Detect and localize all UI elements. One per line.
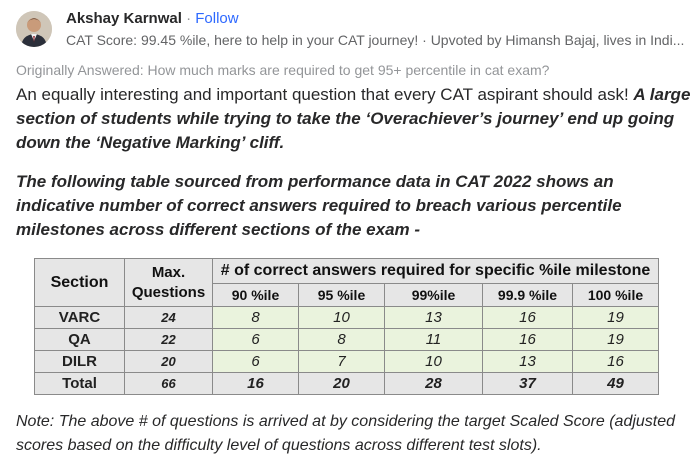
value-cell: 6 <box>212 350 299 373</box>
max-questions-cell: 66 <box>124 372 213 395</box>
milestone-header: 100 %ile <box>572 283 659 307</box>
user-avatar-icon <box>16 11 52 47</box>
author-line: Akshay Karnwal · Follow <box>66 10 239 27</box>
max-questions-cell: 24 <box>124 306 213 329</box>
section-cell: QA <box>34 328 125 351</box>
milestone-header: 90 %ile <box>212 283 299 307</box>
table-note: Note: The above # of questions is arrive… <box>16 413 676 454</box>
table-row: VARC 24 8 10 13 16 19 <box>34 306 659 329</box>
paragraph-1-text: An equally interesting and important que… <box>16 85 634 104</box>
answer-paragraph-2: The following table sourced from perform… <box>16 172 622 239</box>
author-name[interactable]: Akshay Karnwal <box>66 10 182 27</box>
milestone-header: 95 %ile <box>298 283 385 307</box>
max-header-line2: Questions <box>131 283 206 301</box>
percentile-table: Section Max. Questions # of correct answe… <box>34 258 659 395</box>
value-cell: 16 <box>572 350 659 373</box>
separator-dot: · <box>186 10 192 27</box>
author-credential: CAT Score: 99.45 %ile, here to help in y… <box>66 32 685 48</box>
section-cell: Total <box>34 372 125 395</box>
value-cell: 19 <box>572 306 659 329</box>
follow-button[interactable]: Follow <box>195 10 239 27</box>
answer-paragraph-1: An equally interesting and important que… <box>16 83 694 155</box>
max-questions-header: Max. Questions <box>124 258 213 307</box>
milestone-header: 99%ile <box>384 283 483 307</box>
value-cell: 16 <box>482 328 573 351</box>
table-row: QA 22 6 8 11 16 19 <box>34 328 659 351</box>
max-header-line1: Max. <box>151 263 186 281</box>
avatar[interactable] <box>16 11 52 47</box>
max-questions-cell: 22 <box>124 328 213 351</box>
value-cell: 16 <box>212 372 299 395</box>
section-cell: DILR <box>34 350 125 373</box>
milestone-group-header: # of correct answers required for specif… <box>212 258 659 284</box>
value-cell: 10 <box>384 350 483 373</box>
originally-answered-question[interactable]: Originally Answered: How much marks are … <box>16 62 550 78</box>
value-cell: 28 <box>384 372 483 395</box>
value-cell: 37 <box>482 372 573 395</box>
table-row-total: Total 66 16 20 28 37 49 <box>34 372 659 395</box>
max-questions-cell: 20 <box>124 350 213 373</box>
value-cell: 10 <box>298 306 385 329</box>
value-cell: 11 <box>384 328 483 351</box>
value-cell: 13 <box>482 350 573 373</box>
value-cell: 8 <box>212 306 299 329</box>
value-cell: 16 <box>482 306 573 329</box>
value-cell: 6 <box>212 328 299 351</box>
answer-header: Akshay Karnwal · Follow CAT Score: 99.45… <box>16 8 696 52</box>
section-column-header: Section <box>34 258 125 307</box>
value-cell: 8 <box>298 328 385 351</box>
table-row: DILR 20 6 7 10 13 16 <box>34 350 659 373</box>
section-cell: VARC <box>34 306 125 329</box>
paragraph-1-emphasis: A large section of students while trying… <box>16 85 691 152</box>
value-cell: 19 <box>572 328 659 351</box>
value-cell: 7 <box>298 350 385 373</box>
value-cell: 20 <box>298 372 385 395</box>
milestone-header: 99.9 %ile <box>482 283 573 307</box>
value-cell: 13 <box>384 306 483 329</box>
value-cell: 49 <box>572 372 659 395</box>
